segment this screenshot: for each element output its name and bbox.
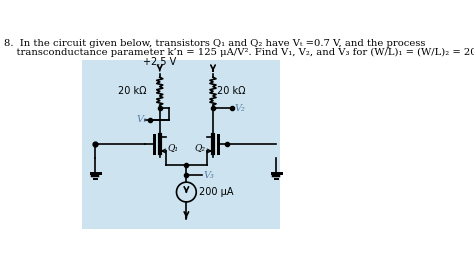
Text: Q₂: Q₂ [194, 143, 205, 152]
Text: V₂: V₂ [234, 104, 245, 113]
Text: Q₁: Q₁ [167, 143, 178, 152]
Text: 20 kΩ: 20 kΩ [118, 86, 146, 96]
Text: transconductance parameter k’n = 125 μA/V². Find V₁, V₂, and V₃ for (W/L)₁ = (W/: transconductance parameter k’n = 125 μA/… [4, 48, 474, 57]
Text: 20 kΩ: 20 kΩ [217, 86, 246, 96]
Text: 200 μA: 200 μA [199, 187, 234, 197]
Text: V₃: V₃ [203, 171, 214, 180]
Text: V₁: V₁ [137, 115, 147, 124]
Text: 8.  In the circuit given below, transistors Q₁ and Q₂ have Vₜ =0.7 V, and the pr: 8. In the circuit given below, transisto… [4, 39, 425, 48]
FancyBboxPatch shape [82, 60, 280, 229]
Text: +2.5 V: +2.5 V [143, 56, 176, 66]
